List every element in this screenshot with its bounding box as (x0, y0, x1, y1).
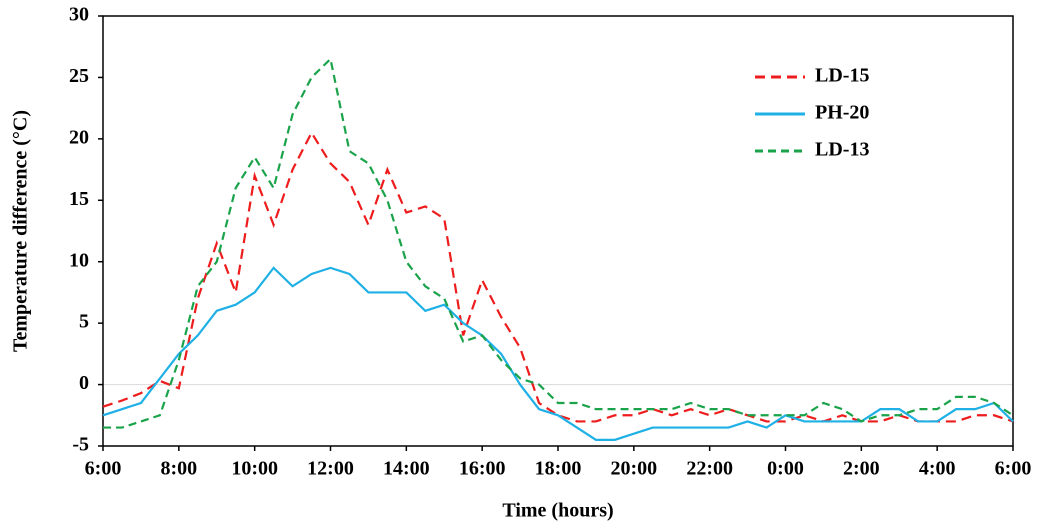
y-tick-label: 25 (69, 65, 89, 87)
y-axis-label: Temperature difference (°C) (10, 110, 32, 352)
y-tick-label: 15 (69, 188, 89, 210)
series-line (102, 130, 1014, 423)
y-tick-label: 5 (79, 311, 89, 333)
legend-label: PH-20 (815, 102, 869, 124)
x-tick-label: 2:00 (843, 458, 880, 480)
x-tick-label: 22:00 (686, 458, 733, 480)
x-tick-label: 8:00 (160, 458, 197, 480)
y-tick-label: 20 (69, 126, 89, 148)
y-tick-label: 10 (69, 249, 89, 271)
y-tick-label: 30 (69, 4, 89, 26)
x-tick-label: 18:00 (535, 458, 582, 480)
x-tick-label: 12:00 (307, 458, 354, 480)
legend-label: LD-15 (815, 65, 869, 87)
x-tick-label: 4:00 (919, 458, 956, 480)
x-tick-label: 20:00 (610, 458, 657, 480)
plot-frame (102, 15, 1014, 447)
x-tick-label: 0:00 (767, 458, 804, 480)
x-tick-label: 10:00 (231, 458, 278, 480)
series-line (103, 56, 1014, 429)
x-tick-label: 6:00 (85, 458, 122, 480)
y-tick-label: 0 (79, 372, 89, 394)
legend-label: LD-13 (815, 139, 869, 161)
x-axis-label: Time (hours) (502, 500, 613, 522)
y-tick-label: -5 (72, 434, 89, 456)
x-tick-label: 16:00 (459, 458, 506, 480)
series-line (102, 266, 1014, 441)
x-tick-label: 14:00 (383, 458, 430, 480)
x-tick-label: 6:00 (995, 458, 1032, 480)
